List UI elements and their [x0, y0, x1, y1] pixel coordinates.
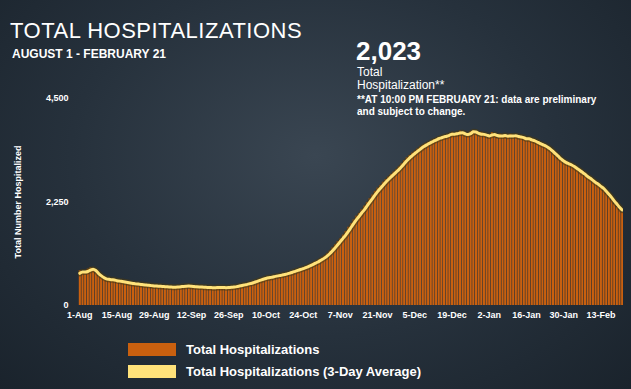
html-text:TOTAL HOSPITALIZATIONS: TOTAL HOSPITALIZATIONS [10, 18, 303, 43]
svg-text:21-Nov: 21-Nov [363, 310, 393, 320]
svg-text:4,500: 4,500 [46, 93, 69, 103]
svg-text:5-Dec: 5-Dec [403, 310, 428, 320]
svg-text:13-Feb: 13-Feb [586, 310, 616, 320]
svg-text:2-Jan: 2-Jan [477, 310, 501, 320]
html-text:**AT 10:00 PM FEBRUARY 21: dat: **AT 10:00 PM FEBRUARY 21: data are prel… [357, 94, 597, 117]
html-text:AUGUST 1 - FEBRUARY 21: AUGUST 1 - FEBRUARY 21 [12, 47, 166, 61]
svg-text:0: 0 [63, 300, 68, 310]
svg-text:12-Sep: 12-Sep [177, 310, 207, 320]
svg-text:Total Number Hospitalized: Total Number Hospitalized [13, 146, 23, 259]
svg-text:16-Jan: 16-Jan [512, 310, 541, 320]
svg-text:7-Nov: 7-Nov [328, 310, 353, 320]
svg-text:2,250: 2,250 [46, 197, 69, 207]
html-text:Total Hospitalizations (3-Day: Total Hospitalizations (3-Day Average) [186, 363, 421, 379]
svg-text:26-Sep: 26-Sep [214, 310, 244, 320]
svg-text:10-Oct: 10-Oct [252, 310, 280, 320]
svg-text:19-Dec: 19-Dec [437, 310, 467, 320]
svg-text:15-Aug: 15-Aug [102, 310, 133, 320]
html-text:2,023: 2,023 [356, 36, 422, 66]
svg-text:29-Aug: 29-Aug [139, 310, 170, 320]
html-text:Total Hospitalizations: Total Hospitalizations [186, 341, 320, 357]
svg-text:1-Aug: 1-Aug [67, 310, 93, 320]
html-text:Total Hospitalization**: Total Hospitalization** [357, 65, 445, 92]
svg-text:24-Oct: 24-Oct [289, 310, 317, 320]
svg-text:30-Jan: 30-Jan [549, 310, 578, 320]
